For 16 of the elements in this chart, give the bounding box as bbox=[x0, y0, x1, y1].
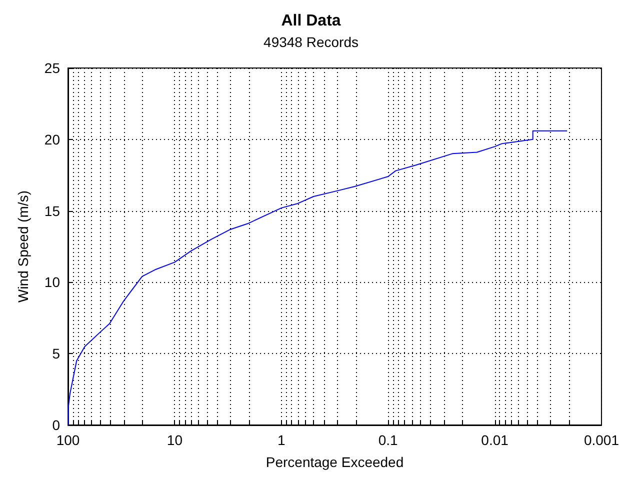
x-tick-label: 100 bbox=[56, 432, 80, 448]
chart-title: All Data bbox=[281, 12, 341, 30]
x-tick-label: 0.01 bbox=[481, 432, 509, 448]
y-tick-label: 0 bbox=[52, 417, 60, 433]
y-tick-label: 25 bbox=[44, 60, 60, 76]
y-axis-title: Wind Speed (m/s) bbox=[15, 190, 31, 303]
y-tick-label: 15 bbox=[44, 202, 60, 219]
x-tick-label: 10 bbox=[166, 432, 183, 448]
y-tick-label: 5 bbox=[52, 346, 60, 362]
x-tick-label: 0.1 bbox=[378, 432, 398, 448]
y-tick-label: 20 bbox=[44, 131, 60, 148]
x-tick-label: 1 bbox=[277, 432, 286, 448]
x-tick-label: 0.001 bbox=[584, 432, 620, 448]
chart-subtitle: 49348 Records bbox=[264, 34, 358, 50]
y-tick-label: 10 bbox=[44, 274, 60, 290]
x-axis-title: Percentage Exceeded bbox=[266, 454, 404, 470]
